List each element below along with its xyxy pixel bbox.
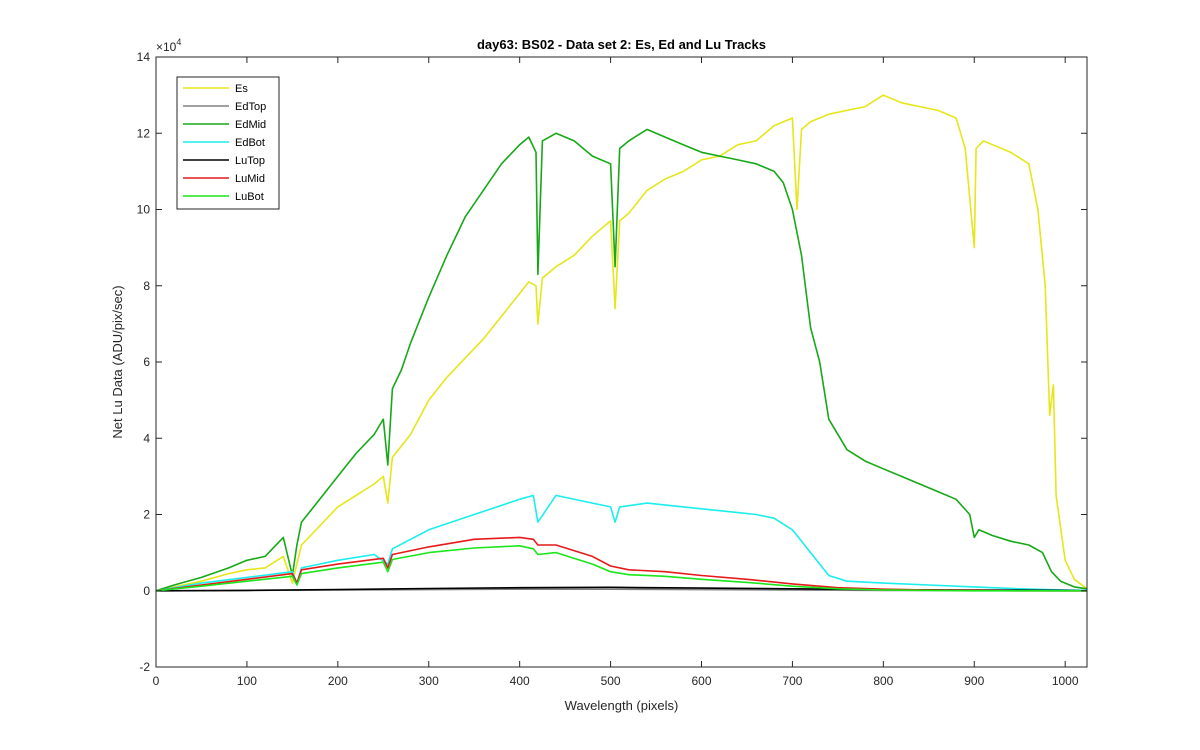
legend: Es EdTop EdMid EdBot LuTop LuMid LuBot [176,76,280,210]
series-line-edmid [155,128,1088,592]
y-tick-label: 6 [143,355,150,369]
x-tick-label: 600 [691,674,711,688]
series-line-lubot [155,544,1087,592]
y-tick-label: -2 [139,660,150,674]
y-tick-label: 0 [143,584,150,598]
y-tick-label: 2 [143,508,150,522]
legend-label-lutop: LuTop [235,155,265,167]
y-tick-label: 10 [137,203,151,217]
y-axis-exponent: ×104 [156,37,181,54]
series-layer [155,94,1088,592]
y-axis-title: Net Lu Data (ADU/pix/sec) [110,285,125,438]
x-tick-label: 800 [873,674,893,688]
legend-label-lumid: LuMid [235,173,265,185]
legend-label-edtop: EdTop [235,101,266,113]
y-tick-label: 12 [137,126,151,140]
x-axis-title: Wavelength (pixels) [565,698,679,713]
legend-label-edmid: EdMid [235,119,266,131]
chart-title: day63: BS02 - Data set 2: Es, Ed and Lu … [477,37,766,52]
x-tick-label: 400 [510,674,530,688]
x-tick-label: 500 [601,674,621,688]
x-tick-label: 200 [328,674,348,688]
y-tick-label: 14 [137,50,151,64]
ticks-layer: 0 100 200 300 400 500 600 700 800 900 1000-2024681… [137,50,1087,688]
y-tick-label: 4 [143,431,150,445]
y-exponent-power: 4 [176,37,181,47]
series-line-es [155,94,1088,592]
plot-area [156,57,1087,667]
x-tick-label: 900 [964,674,984,688]
y-tick-label: 8 [143,279,150,293]
x-tick-label: 0 [153,674,160,688]
legend-label-es: Es [235,83,248,95]
x-tick-label: 100 [237,674,257,688]
legend-label-edbot: EdBot [235,137,265,149]
x-tick-label: 300 [419,674,439,688]
series-line-edbot [155,494,1088,592]
legend-label-lubot: LuBot [235,191,264,203]
legend-box [176,76,280,210]
x-tick-label: 1000 [1052,674,1079,688]
y-exponent-base: ×10 [156,40,177,54]
x-tick-label: 700 [782,674,802,688]
